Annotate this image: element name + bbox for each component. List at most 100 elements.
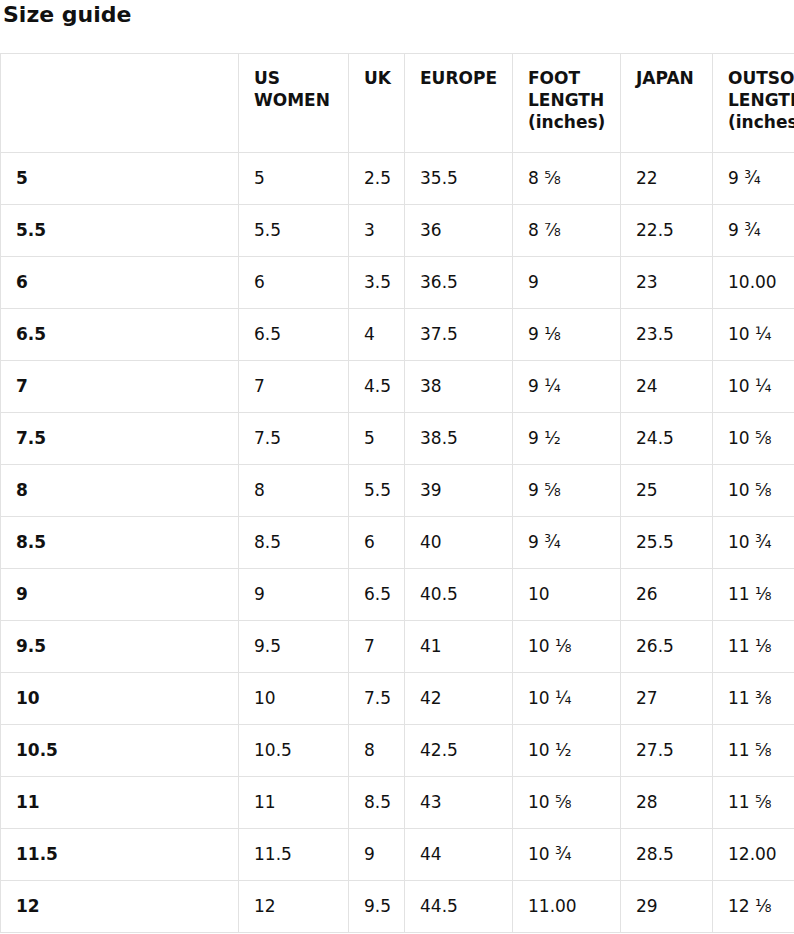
cell-us-women: 7.5 bbox=[239, 413, 349, 465]
page-title: Size guide bbox=[0, 0, 794, 28]
cell-size: 12 bbox=[1, 881, 239, 933]
cell-uk: 5.5 bbox=[349, 465, 405, 517]
table-row: 8.58.56409 ¾25.510 ¾ bbox=[1, 517, 794, 569]
cell-europe: 40.5 bbox=[405, 569, 513, 621]
cell-us-women: 6.5 bbox=[239, 309, 349, 361]
cell-size: 7 bbox=[1, 361, 239, 413]
table-row: 6.56.5437.59 ⅛23.510 ¼ bbox=[1, 309, 794, 361]
cell-foot-length: 10 ¼ bbox=[513, 673, 621, 725]
table-row: 774.5389 ¼2410 ¼ bbox=[1, 361, 794, 413]
cell-size: 6 bbox=[1, 257, 239, 309]
cell-outsole-length: 10.00 bbox=[713, 257, 794, 309]
cell-foot-length: 9 ⅝ bbox=[513, 465, 621, 517]
cell-size: 8 bbox=[1, 465, 239, 517]
header-foot-length: FOOT LENGTH (inches) bbox=[513, 54, 621, 153]
cell-uk: 4 bbox=[349, 309, 405, 361]
cell-outsole-length: 12.00 bbox=[713, 829, 794, 881]
header-europe: EUROPE bbox=[405, 54, 513, 153]
header-size bbox=[1, 54, 239, 153]
cell-europe: 43 bbox=[405, 777, 513, 829]
cell-size: 9 bbox=[1, 569, 239, 621]
cell-us-women: 8 bbox=[239, 465, 349, 517]
cell-us-women: 9 bbox=[239, 569, 349, 621]
cell-foot-length: 9 ½ bbox=[513, 413, 621, 465]
cell-foot-length: 10 ½ bbox=[513, 725, 621, 777]
table-row: 11.511.594410 ¾28.512.00 bbox=[1, 829, 794, 881]
cell-size: 8.5 bbox=[1, 517, 239, 569]
size-guide-table: US WOMEN UK EUROPE FOOT LENGTH (inches) … bbox=[0, 53, 794, 933]
cell-europe: 40 bbox=[405, 517, 513, 569]
table-row: 885.5399 ⅝2510 ⅝ bbox=[1, 465, 794, 517]
cell-europe: 36 bbox=[405, 205, 513, 257]
cell-outsole-length: 12 ⅛ bbox=[713, 881, 794, 933]
table-row: 11118.54310 ⅝2811 ⅝ bbox=[1, 777, 794, 829]
cell-size: 6.5 bbox=[1, 309, 239, 361]
cell-size: 11.5 bbox=[1, 829, 239, 881]
table-row: 552.535.58 ⅝229 ¾ bbox=[1, 153, 794, 205]
cell-size: 7.5 bbox=[1, 413, 239, 465]
cell-japan: 27.5 bbox=[621, 725, 713, 777]
cell-outsole-length: 11 ⅝ bbox=[713, 725, 794, 777]
cell-europe: 44.5 bbox=[405, 881, 513, 933]
cell-outsole-length: 11 ⅛ bbox=[713, 621, 794, 673]
cell-outsole-length: 11 ⅛ bbox=[713, 569, 794, 621]
cell-outsole-length: 10 ¼ bbox=[713, 361, 794, 413]
cell-japan: 22 bbox=[621, 153, 713, 205]
header-japan: JAPAN bbox=[621, 54, 713, 153]
header-us-women: US WOMEN bbox=[239, 54, 349, 153]
cell-japan: 27 bbox=[621, 673, 713, 725]
cell-outsole-length: 11 ⅝ bbox=[713, 777, 794, 829]
cell-japan: 25.5 bbox=[621, 517, 713, 569]
cell-uk: 8.5 bbox=[349, 777, 405, 829]
cell-foot-length: 10 ¾ bbox=[513, 829, 621, 881]
cell-size: 10 bbox=[1, 673, 239, 725]
cell-size: 5.5 bbox=[1, 205, 239, 257]
cell-japan: 25 bbox=[621, 465, 713, 517]
cell-europe: 39 bbox=[405, 465, 513, 517]
cell-foot-length: 9 ¼ bbox=[513, 361, 621, 413]
header-outsole-length: OUTSOLE LENGTH (inches) bbox=[713, 54, 794, 153]
cell-us-women: 6 bbox=[239, 257, 349, 309]
cell-uk: 7 bbox=[349, 621, 405, 673]
cell-foot-length: 9 ¾ bbox=[513, 517, 621, 569]
cell-us-women: 11.5 bbox=[239, 829, 349, 881]
table-row: 9.59.574110 ⅛26.511 ⅛ bbox=[1, 621, 794, 673]
cell-europe: 42.5 bbox=[405, 725, 513, 777]
cell-uk: 3.5 bbox=[349, 257, 405, 309]
cell-japan: 29 bbox=[621, 881, 713, 933]
cell-us-women: 10.5 bbox=[239, 725, 349, 777]
table-row: 10.510.5842.510 ½27.511 ⅝ bbox=[1, 725, 794, 777]
cell-size: 10.5 bbox=[1, 725, 239, 777]
cell-size: 11 bbox=[1, 777, 239, 829]
cell-europe: 42 bbox=[405, 673, 513, 725]
cell-europe: 38 bbox=[405, 361, 513, 413]
cell-us-women: 10 bbox=[239, 673, 349, 725]
table-header-row: US WOMEN UK EUROPE FOOT LENGTH (inches) … bbox=[1, 54, 794, 153]
cell-foot-length: 9 bbox=[513, 257, 621, 309]
cell-foot-length: 10 bbox=[513, 569, 621, 621]
cell-size: 9.5 bbox=[1, 621, 239, 673]
cell-japan: 26 bbox=[621, 569, 713, 621]
cell-japan: 26.5 bbox=[621, 621, 713, 673]
cell-uk: 2.5 bbox=[349, 153, 405, 205]
cell-uk: 4.5 bbox=[349, 361, 405, 413]
cell-outsole-length: 10 ⅝ bbox=[713, 413, 794, 465]
cell-uk: 3 bbox=[349, 205, 405, 257]
cell-outsole-length: 11 ⅜ bbox=[713, 673, 794, 725]
cell-uk: 9 bbox=[349, 829, 405, 881]
cell-us-women: 11 bbox=[239, 777, 349, 829]
header-uk: UK bbox=[349, 54, 405, 153]
cell-uk: 9.5 bbox=[349, 881, 405, 933]
cell-us-women: 12 bbox=[239, 881, 349, 933]
cell-us-women: 8.5 bbox=[239, 517, 349, 569]
cell-japan: 28 bbox=[621, 777, 713, 829]
cell-uk: 8 bbox=[349, 725, 405, 777]
cell-outsole-length: 10 ¼ bbox=[713, 309, 794, 361]
cell-europe: 38.5 bbox=[405, 413, 513, 465]
cell-foot-length: 9 ⅛ bbox=[513, 309, 621, 361]
cell-outsole-length: 10 ¾ bbox=[713, 517, 794, 569]
cell-us-women: 9.5 bbox=[239, 621, 349, 673]
cell-foot-length: 10 ⅝ bbox=[513, 777, 621, 829]
cell-foot-length: 11.00 bbox=[513, 881, 621, 933]
cell-outsole-length: 9 ¾ bbox=[713, 205, 794, 257]
